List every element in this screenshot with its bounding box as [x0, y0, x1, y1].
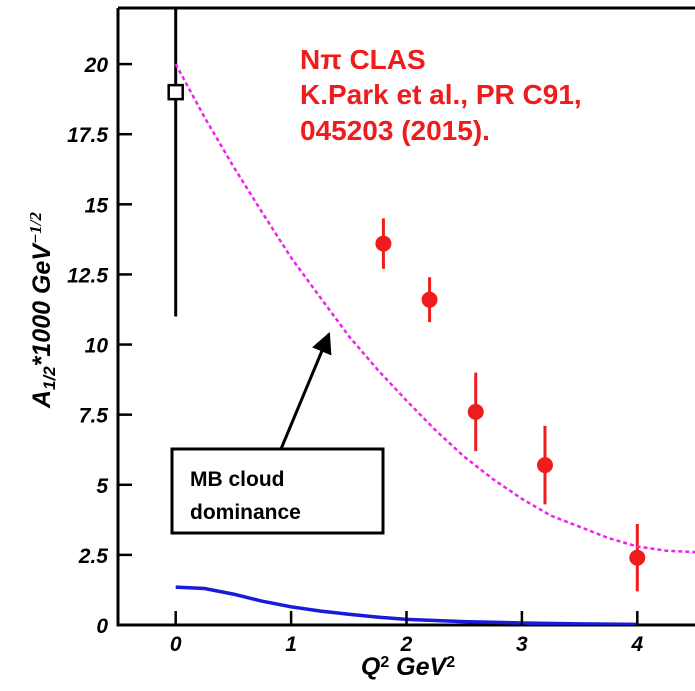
y-tick-label: 10 — [85, 335, 109, 358]
annotation-line: MB cloud — [190, 468, 285, 491]
annotation-arrow — [279, 332, 332, 450]
annotation-box — [170, 447, 385, 535]
data-point — [375, 235, 392, 252]
x-label-part: Q — [361, 653, 381, 681]
y-tick-label: 20 — [84, 54, 109, 77]
x-label-sup: 2 — [446, 654, 455, 671]
x-tick-label: 0 — [170, 633, 182, 656]
annotation-line: dominance — [190, 501, 301, 524]
x-tick-label: 1 — [285, 633, 297, 656]
data-point — [421, 291, 438, 308]
x-tick-label: 4 — [630, 633, 643, 656]
y-tick-label: 5 — [96, 475, 108, 498]
y-label-sub: 1/2 — [40, 366, 59, 390]
y-tick-label: 17.5 — [67, 124, 108, 147]
annotation: MB cloud dominance — [190, 468, 301, 524]
y-axis-label: A1/2*1000 GeV−1/2 — [26, 211, 60, 409]
y-tick-label: 2.5 — [78, 545, 109, 568]
y-label-part: *1000 GeV — [28, 242, 56, 367]
annotation-line: Nπ CLAS — [300, 44, 426, 75]
y-tick-label: 0 — [96, 615, 108, 638]
annotation-line: 045203 (2015). — [300, 115, 490, 146]
data-point — [536, 457, 553, 474]
data-point — [629, 549, 646, 566]
curve — [174, 63, 695, 554]
x-label-sup: 2 — [380, 654, 389, 671]
x-label-part: GeV — [389, 653, 448, 681]
data-point — [167, 83, 184, 101]
annotation-line: K.Park et al., PR C91, — [300, 79, 582, 110]
x-axis-label: Q2 GeV2 — [361, 653, 455, 681]
x-tick-label: 3 — [516, 633, 528, 656]
y-label-part: A — [28, 390, 56, 409]
x-tick-label: 2 — [400, 633, 413, 656]
data-point — [467, 403, 484, 420]
y-label-sup: −1/2 — [26, 211, 45, 244]
annotation: Nπ CLAS K.Park et al., PR C91, 045203 (2… — [300, 44, 582, 146]
y-tick-label: 12.5 — [67, 264, 108, 287]
y-tick-label: 7.5 — [79, 405, 109, 428]
y-tick-label: 15 — [85, 194, 109, 217]
